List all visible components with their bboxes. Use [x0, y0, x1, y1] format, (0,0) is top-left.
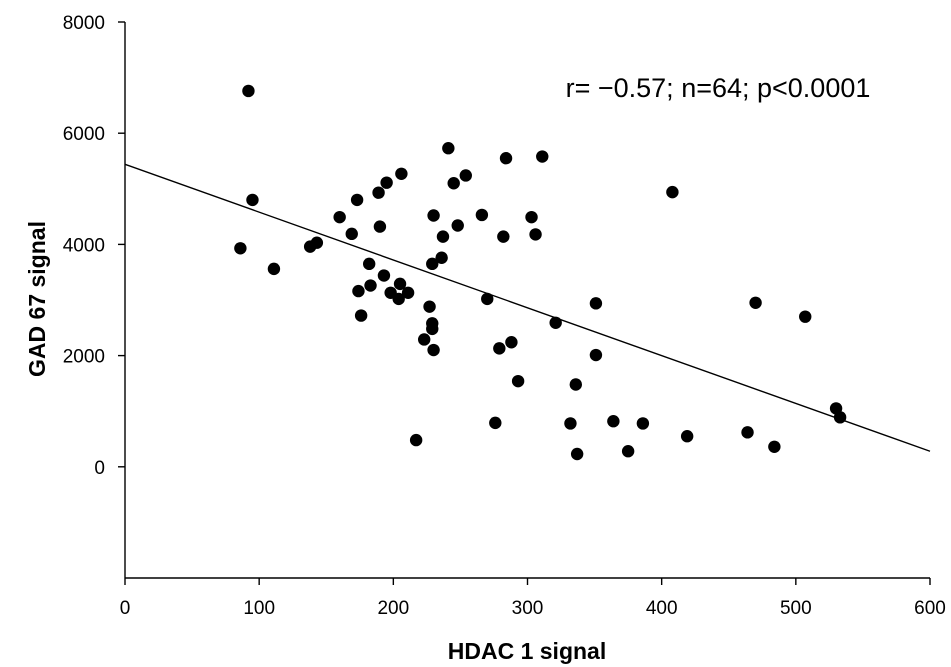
data-point [345, 227, 358, 241]
data-point [570, 447, 584, 461]
data-point [564, 417, 577, 430]
x-tick-label: 600 [914, 598, 946, 619]
data-point [589, 348, 603, 362]
y-tick-label: 0 [94, 458, 105, 479]
data-point [493, 342, 506, 355]
data-point [409, 433, 423, 447]
data-point [372, 186, 385, 199]
data-point [242, 84, 255, 98]
y-tick-label: 8000 [63, 13, 105, 34]
data-point [768, 440, 781, 453]
data-point [833, 411, 847, 424]
data-points [234, 84, 847, 461]
data-point [423, 300, 436, 313]
data-point [505, 336, 518, 349]
data-point [569, 378, 582, 391]
data-point [451, 219, 464, 232]
x-tick-label: 400 [646, 598, 678, 619]
data-point [427, 343, 440, 357]
x-tick-label: 200 [377, 598, 409, 619]
data-point [607, 415, 620, 428]
x-tick-label: 500 [780, 598, 812, 619]
data-point [417, 333, 431, 346]
data-point [481, 292, 494, 306]
data-point [246, 193, 259, 207]
data-point [475, 208, 489, 222]
x-tick-label: 0 [120, 598, 131, 619]
data-point [636, 417, 650, 430]
data-point [333, 210, 346, 224]
data-point [436, 230, 450, 243]
y-tick-label: 6000 [63, 124, 105, 145]
data-point [499, 152, 513, 165]
data-point [362, 257, 376, 271]
data-point [489, 416, 502, 430]
statistics-annotation: r= −0.57; n=64; p<0.0001 [566, 73, 871, 103]
data-point [680, 430, 694, 443]
x-axis-title: HDAC 1 signal [448, 638, 606, 664]
data-point [352, 284, 365, 298]
data-point [395, 167, 408, 180]
data-point [426, 322, 439, 336]
y-tick-label: 4000 [63, 235, 105, 256]
data-point [377, 269, 391, 282]
y-axis-title: GAD 67 signal [24, 221, 50, 377]
data-point [529, 228, 542, 241]
data-point [749, 296, 762, 309]
data-point [435, 251, 448, 264]
data-point [741, 426, 754, 439]
data-point [511, 374, 525, 388]
data-point [427, 209, 440, 222]
data-point [426, 257, 439, 271]
axes [124, 22, 930, 579]
data-point [310, 236, 324, 249]
data-point [364, 279, 377, 292]
data-point [373, 220, 387, 233]
data-point [354, 309, 368, 322]
y-tick-label: 2000 [63, 347, 105, 368]
data-point [267, 262, 281, 276]
x-tick-label: 100 [243, 598, 275, 619]
data-point [350, 193, 364, 207]
data-point [525, 210, 538, 224]
regression-line [124, 163, 931, 452]
data-point [497, 230, 510, 243]
data-point [442, 142, 455, 155]
data-point [621, 445, 635, 458]
data-point [380, 176, 393, 189]
data-point [459, 169, 472, 182]
data-point [392, 292, 405, 306]
data-point [799, 310, 812, 323]
data-point [549, 316, 562, 329]
data-point [401, 286, 415, 299]
data-point [393, 277, 407, 291]
x-tick-label: 300 [512, 598, 544, 619]
data-point [589, 297, 603, 310]
data-point [666, 185, 679, 199]
data-point [536, 150, 549, 163]
data-point [447, 177, 460, 190]
data-point [234, 242, 247, 255]
